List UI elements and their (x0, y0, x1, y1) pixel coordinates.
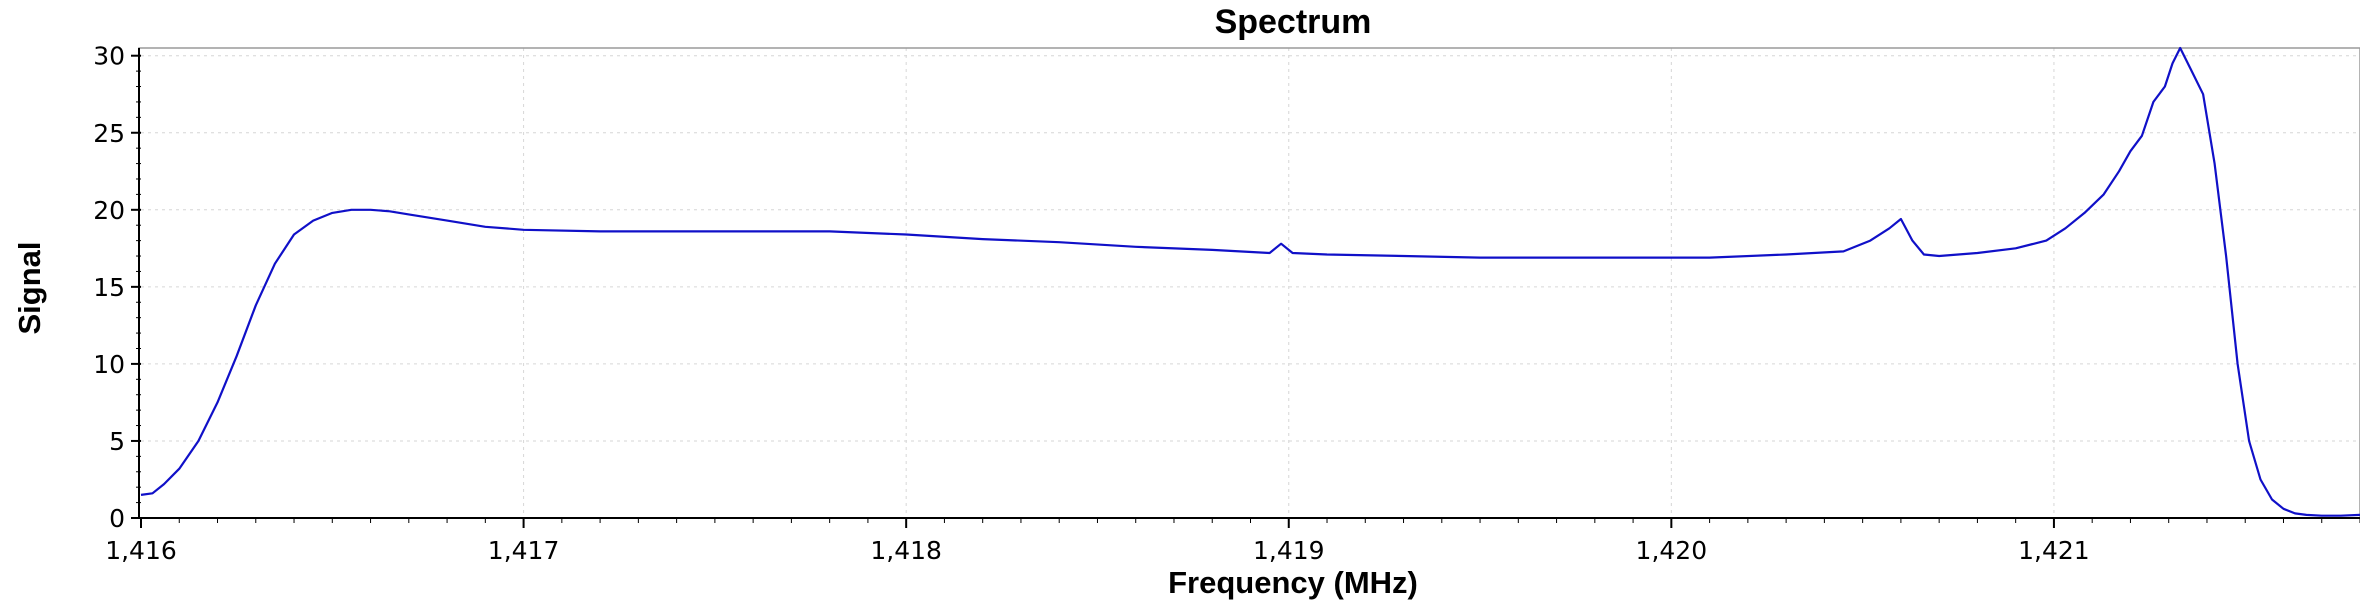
y-tick-label: 5 (109, 427, 125, 456)
series-layer (140, 46, 2360, 519)
y-tick-label: 15 (93, 273, 125, 302)
y-tick-label: 20 (93, 196, 125, 225)
chart-title: Spectrum (1215, 3, 1372, 41)
x-tick-label: 1,420 (1636, 536, 1708, 565)
plot-area-frame (138, 47, 2360, 519)
x-tick-label: 1,416 (105, 536, 177, 565)
ticks: 1,416 1,417 1,418 1,419 1,420 1,421 0 5 10 15 20 25… (93, 42, 2360, 565)
x-tick-label: 1,417 (488, 536, 560, 565)
y-tick-label: 25 (93, 119, 125, 148)
y-axis-label: Signal (12, 241, 47, 334)
y-tick-label: 30 (93, 42, 125, 71)
y-tick-label: 10 (93, 350, 125, 379)
x-tick-label: 1,421 (2018, 536, 2090, 565)
y-tick-label: 0 (109, 504, 125, 533)
x-tick-label: 1,419 (1253, 536, 1325, 565)
x-tick-label: 1,418 (870, 536, 942, 565)
spectrum-series-line (140, 46, 2360, 517)
grid (141, 48, 2360, 518)
axes (138, 48, 2360, 519)
x-axis-label: Frequency (MHz) (1168, 565, 1418, 600)
